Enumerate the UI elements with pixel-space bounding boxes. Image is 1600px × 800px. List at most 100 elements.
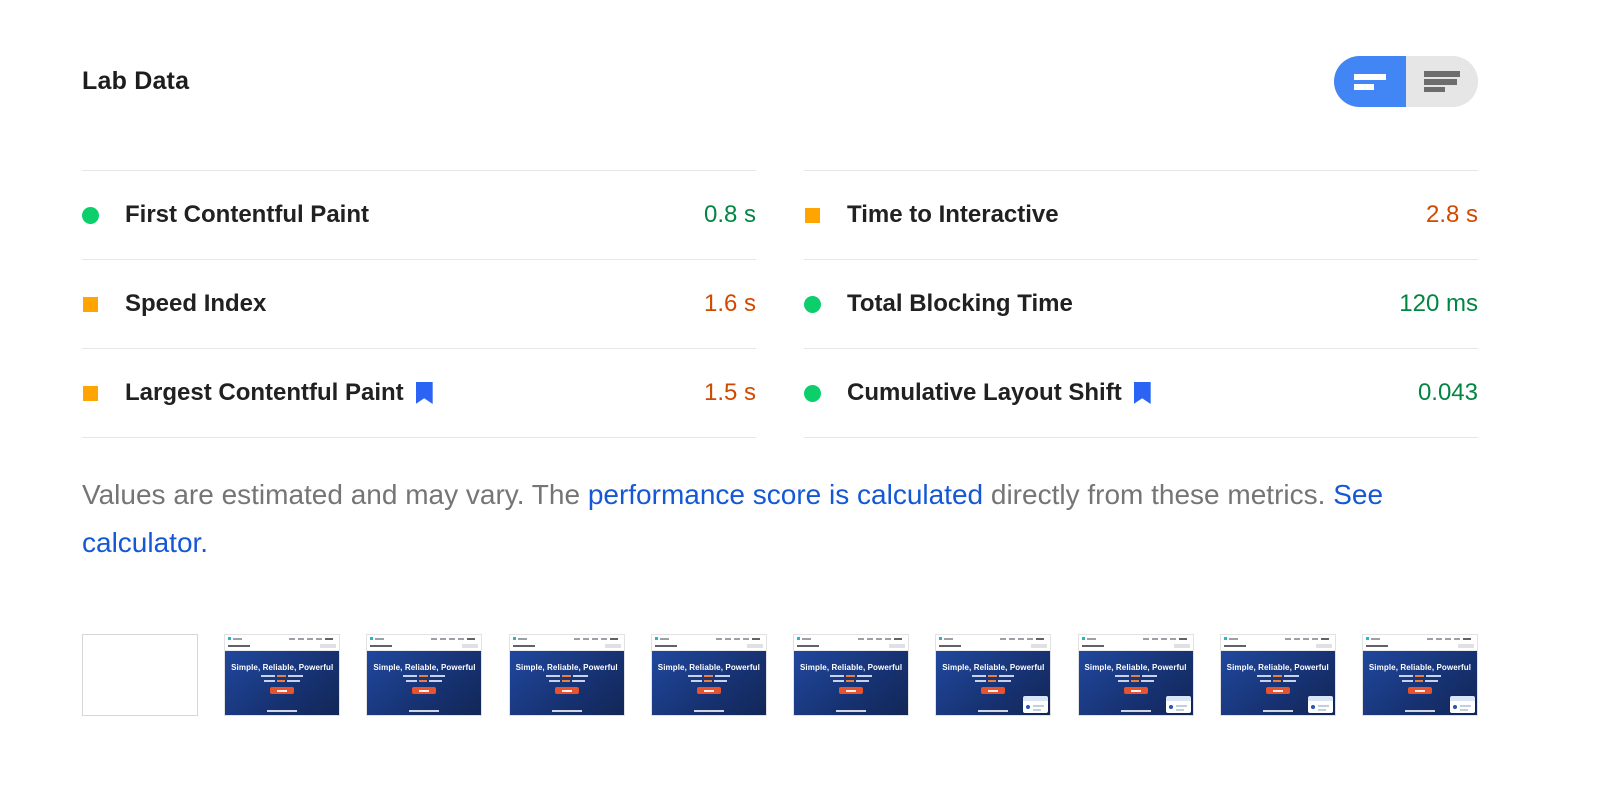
thumb-subnav: [936, 642, 1051, 651]
thumb-footer-text: [978, 710, 1009, 712]
thumb-cta-button: [981, 687, 1006, 694]
thumb-navbar: [509, 635, 624, 642]
thumb-hero: Simple, Reliable, Powerful: [225, 651, 340, 715]
thumb-text-lines: [1078, 675, 1193, 683]
metric-value: 0.043: [1417, 379, 1478, 406]
good-status-icon: [82, 206, 99, 224]
filmstrip-frame: Simple, Reliable, Powerful: [1361, 634, 1478, 716]
thumb-cta-button: [1407, 687, 1432, 694]
metric-row: Time to Interactive 2.8 s: [804, 170, 1478, 259]
thumb-text-lines: [651, 675, 766, 683]
metric-name: Total Blocking Time: [847, 290, 1073, 317]
metric-row: Cumulative Layout Shift 0.043: [804, 348, 1478, 438]
filmstrip-frame: Simple, Reliable, Powerful: [1219, 634, 1336, 716]
thumb-cta-button: [696, 687, 721, 694]
thumb-cta-button: [412, 687, 437, 694]
thumb-navbar: [936, 635, 1051, 642]
average-status-icon: [82, 296, 99, 313]
thumb-cta-button: [839, 687, 864, 694]
thumb-navbar: [651, 635, 766, 642]
filmstrip-frame: Simple, Reliable, Powerful: [935, 634, 1052, 716]
thumb-footer-text: [551, 710, 582, 712]
metric-row: First Contentful Paint 0.8 s: [82, 170, 756, 259]
thumb-footer-text: [1404, 710, 1435, 712]
page-title: Lab Data: [82, 67, 190, 95]
thumb-subnav: [225, 642, 340, 651]
filmstrip: Simple, Reliable, Powerful Simple, Relia…: [82, 634, 1478, 716]
thumb-navbar: [794, 635, 909, 642]
filmstrip-frame: Simple, Reliable, Powerful: [224, 634, 341, 716]
thumb-footer-text: [693, 710, 724, 712]
metric-value: 1.6 s: [703, 290, 756, 317]
thumb-chat-widget: [1307, 696, 1333, 713]
average-status-icon: [82, 385, 99, 402]
thumb-footer-text: [836, 710, 867, 712]
metric-value: 0.8 s: [703, 201, 756, 228]
disclaimer-text: Values are estimated and may vary. The p…: [82, 471, 1397, 567]
thumb-hero: Simple, Reliable, Powerful: [367, 651, 482, 715]
metric-name: Speed Index: [125, 290, 267, 317]
performance-score-link[interactable]: performance score is calculated: [587, 479, 984, 510]
thumb-subnav: [651, 642, 766, 651]
good-status-icon: [804, 295, 821, 313]
average-status-icon: [804, 207, 821, 224]
thumb-headline: Simple, Reliable, Powerful: [1084, 663, 1187, 672]
metric-name: Time to Interactive: [847, 201, 1059, 228]
thumb-footer-text: [409, 710, 440, 712]
condensed-list-icon: [1354, 73, 1386, 90]
view-toggle: [1334, 56, 1478, 107]
metric-value: 1.5 s: [703, 379, 756, 406]
filmstrip-frame: Simple, Reliable, Powerful: [366, 634, 483, 716]
metric-row: Largest Contentful Paint 1.5 s: [82, 348, 756, 438]
metric-row: Total Blocking Time 120 ms: [804, 259, 1478, 348]
metric-row: Speed Index 1.6 s: [82, 259, 756, 348]
metrics-grid: First Contentful Paint 0.8 s Speed Index…: [82, 170, 1478, 438]
thumb-text-lines: [936, 675, 1051, 683]
thumb-subnav: [1220, 642, 1335, 651]
thumb-hero: Simple, Reliable, Powerful: [509, 651, 624, 715]
metric-value: 2.8 s: [1425, 201, 1478, 228]
thumb-footer-text: [1120, 710, 1151, 712]
thumb-headline: Simple, Reliable, Powerful: [657, 663, 760, 672]
filmstrip-frame-blank: [82, 634, 198, 716]
metric-name: Largest Contentful Paint: [125, 379, 404, 406]
filmstrip-frame: Simple, Reliable, Powerful: [1077, 634, 1194, 716]
thumb-chat-widget: [1023, 696, 1049, 713]
thumb-headline: Simple, Reliable, Powerful: [373, 663, 476, 672]
thumb-text-lines: [367, 675, 482, 683]
thumb-cta-button: [1123, 687, 1148, 694]
full-list-view-button[interactable]: [1406, 56, 1478, 107]
thumb-hero: Simple, Reliable, Powerful: [794, 651, 909, 715]
thumb-subnav: [794, 642, 909, 651]
metrics-view-button[interactable]: [1334, 56, 1406, 107]
disclaimer-middle: directly from these metrics.: [983, 479, 1334, 510]
thumb-navbar: [1220, 635, 1335, 642]
thumb-cta-button: [270, 687, 295, 694]
thumb-chat-widget: [1449, 696, 1475, 713]
thumb-navbar: [367, 635, 482, 642]
thumb-hero: Simple, Reliable, Powerful: [651, 651, 766, 715]
thumb-chat-widget: [1165, 696, 1191, 713]
filmstrip-frame: Simple, Reliable, Powerful: [508, 634, 625, 716]
thumb-text-lines: [1220, 675, 1335, 683]
thumb-navbar: [225, 635, 340, 642]
thumb-footer-text: [267, 710, 298, 712]
bookmark-icon: [415, 382, 433, 404]
thumb-headline: Simple, Reliable, Powerful: [800, 663, 903, 672]
thumb-headline: Simple, Reliable, Powerful: [1368, 663, 1472, 672]
good-status-icon: [804, 384, 821, 402]
panel-header: Lab Data: [82, 0, 1478, 107]
thumb-cta-button: [1265, 687, 1290, 694]
see-calculator-link[interactable]: See calculator.: [82, 479, 1384, 558]
thumb-subnav: [1078, 642, 1193, 651]
thumb-subnav: [509, 642, 624, 651]
metric-value: 120 ms: [1399, 290, 1478, 317]
thumb-headline: Simple, Reliable, Powerful: [231, 663, 334, 672]
thumb-navbar: [1078, 635, 1193, 642]
bookmark-icon: [1133, 382, 1151, 404]
thumb-text-lines: [509, 675, 624, 683]
metric-name: First Contentful Paint: [125, 201, 369, 228]
thumb-headline: Simple, Reliable, Powerful: [1226, 663, 1329, 672]
thumb-headline: Simple, Reliable, Powerful: [515, 663, 618, 672]
